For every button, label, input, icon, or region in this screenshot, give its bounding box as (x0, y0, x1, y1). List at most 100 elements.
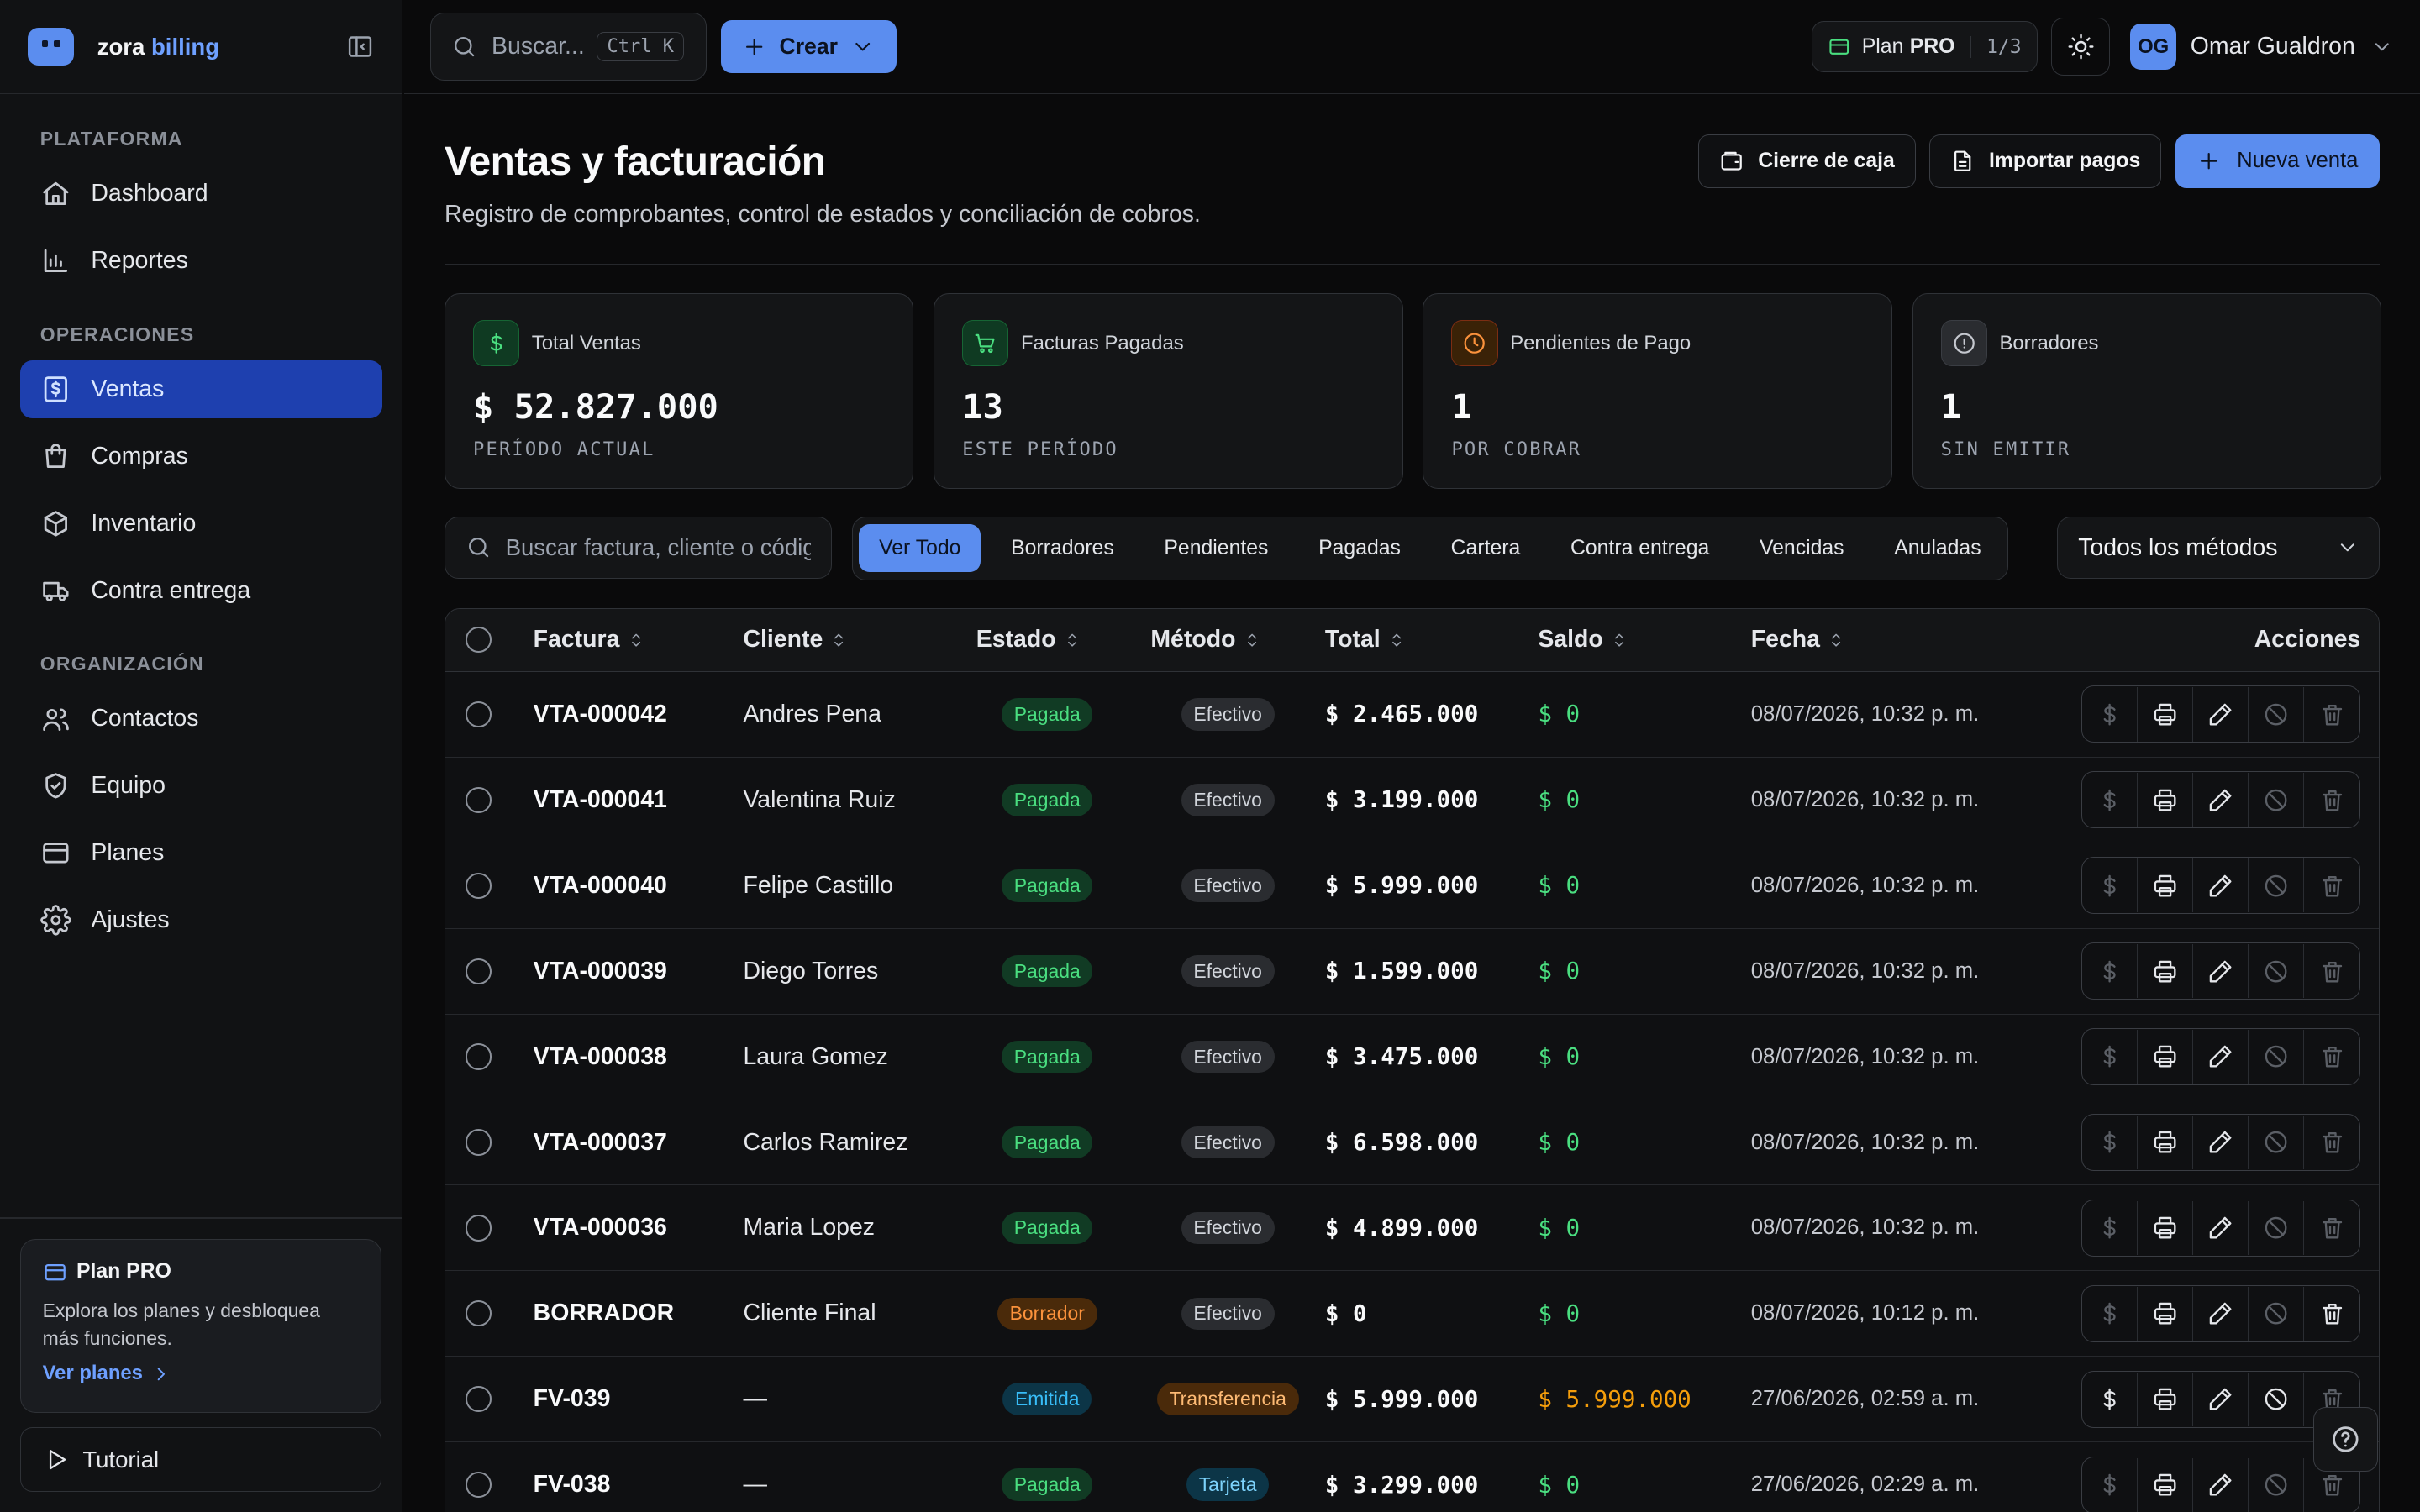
sidebar-item-compras[interactable]: Compras (20, 427, 382, 486)
edit-button[interactable] (2193, 858, 2249, 913)
register-payment-button[interactable] (2082, 1372, 2138, 1426)
print-button[interactable] (2138, 1372, 2193, 1426)
col-total[interactable]: Total (1325, 626, 1538, 654)
row-checkbox[interactable] (465, 1043, 492, 1070)
row-checkbox[interactable] (465, 1300, 492, 1327)
table-row[interactable]: FV-038 — Pagada Tarjeta $ 3.299.000 $ 0 … (445, 1442, 2379, 1512)
table-row[interactable]: BORRADOR Cliente Final Borrador Efectivo… (445, 1271, 2380, 1357)
register-payment-button[interactable] (2082, 944, 2138, 999)
sidebar-item-equipo[interactable]: Equipo (20, 757, 382, 816)
print-button[interactable] (2138, 1200, 2193, 1256)
sidebar-item-ajustes[interactable]: Ajustes (20, 891, 382, 950)
invoice-number[interactable]: VTA-000042 (533, 700, 667, 727)
edit-button[interactable] (2193, 1457, 2249, 1512)
new-sale-button[interactable]: Nueva venta (2175, 134, 2381, 189)
row-checkbox[interactable] (465, 1386, 492, 1413)
void-button[interactable] (2249, 687, 2305, 742)
table-row[interactable]: VTA-000041 Valentina Ruiz Pagada Efectiv… (445, 758, 2380, 843)
invoice-search-input[interactable] (505, 534, 812, 561)
delete-button[interactable] (2304, 687, 2360, 741)
edit-button[interactable] (2193, 687, 2249, 742)
col-cliente[interactable]: Cliente (743, 626, 976, 654)
delete-button[interactable] (2304, 1201, 2360, 1255)
tab-cartera[interactable]: Cartera (1450, 536, 1521, 559)
invoice-search-field[interactable] (444, 517, 832, 579)
row-checkbox[interactable] (465, 786, 492, 813)
delete-button[interactable] (2304, 1458, 2360, 1512)
col-fecha[interactable]: Fecha (1751, 626, 2044, 654)
theme-toggle-button[interactable] (2051, 17, 2111, 76)
register-payment-button[interactable] (2082, 687, 2138, 742)
tab-borradores[interactable]: Borradores (1011, 536, 1114, 559)
table-row[interactable]: VTA-000039 Diego Torres Pagada Efectivo … (445, 929, 2380, 1015)
void-button[interactable] (2249, 944, 2305, 999)
edit-button[interactable] (2193, 1286, 2249, 1341)
delete-button[interactable] (2304, 1287, 2360, 1341)
register-payment-button[interactable] (2082, 1457, 2138, 1512)
table-row[interactable]: VTA-000042 Andres Pena Pagada Efectivo $… (445, 672, 2380, 758)
invoice-number[interactable]: VTA-000039 (533, 957, 667, 984)
cash-close-button[interactable]: Cierre de caja (1698, 134, 1916, 189)
invoice-number[interactable]: VTA-000041 (533, 785, 667, 813)
col-saldo[interactable]: Saldo (1538, 626, 1750, 654)
print-button[interactable] (2138, 1115, 2193, 1170)
table-row[interactable]: VTA-000037 Carlos Ramirez Pagada Efectiv… (445, 1100, 2380, 1186)
table-row[interactable]: VTA-000040 Felipe Castillo Pagada Efecti… (445, 843, 2380, 929)
row-checkbox[interactable] (465, 1129, 492, 1156)
sidebar-item-inventario[interactable]: Inventario (20, 494, 382, 553)
register-payment-button[interactable] (2082, 773, 2138, 827)
delete-button[interactable] (2304, 1030, 2360, 1084)
tutorial-button[interactable]: Tutorial (19, 1426, 381, 1493)
col-estado[interactable]: Estado (976, 626, 1151, 654)
create-button[interactable]: Crear (720, 20, 897, 73)
user-menu[interactable]: OG Omar Gualdron (2130, 23, 2394, 71)
sidebar-item-ventas[interactable]: Ventas (19, 360, 382, 419)
delete-button[interactable] (2304, 858, 2360, 912)
sidebar-item-contra-entrega[interactable]: Contra entrega (20, 561, 382, 620)
print-button[interactable] (2138, 1286, 2193, 1341)
tab-anuladas[interactable]: Anuladas (1894, 536, 1981, 559)
print-button[interactable] (2138, 1457, 2193, 1512)
row-checkbox[interactable] (465, 701, 492, 727)
void-button[interactable] (2249, 1457, 2305, 1512)
select-all-checkbox[interactable] (465, 627, 492, 654)
table-row[interactable]: FV-039 — Emitida Transferencia $ 5.999.0… (445, 1357, 2380, 1443)
edit-button[interactable] (2193, 1115, 2249, 1170)
invoice-number[interactable]: VTA-000037 (533, 1128, 667, 1156)
import-payments-button[interactable]: Importar pagos (1929, 134, 2162, 189)
sidebar-collapse-icon[interactable] (346, 33, 374, 60)
register-payment-button[interactable] (2082, 1286, 2138, 1341)
table-row[interactable]: VTA-000036 Maria Lopez Pagada Efectivo $… (445, 1185, 2380, 1272)
help-button[interactable] (2313, 1407, 2379, 1473)
col-factura[interactable]: Factura (534, 626, 744, 654)
edit-button[interactable] (2193, 773, 2249, 827)
register-payment-button[interactable] (2082, 1029, 2138, 1084)
void-button[interactable] (2249, 1200, 2305, 1256)
register-payment-button[interactable] (2082, 858, 2138, 913)
tab-contra-entrega[interactable]: Contra entrega (1570, 536, 1710, 559)
edit-button[interactable] (2193, 1200, 2249, 1256)
sidebar-item-contactos[interactable]: Contactos (20, 690, 382, 748)
void-button[interactable] (2249, 1029, 2305, 1084)
void-button[interactable] (2249, 858, 2305, 913)
sidebar-item-dashboard[interactable]: Dashboard (20, 165, 382, 223)
row-checkbox[interactable] (465, 958, 492, 984)
col-metodo[interactable]: Método (1150, 626, 1325, 654)
print-button[interactable] (2138, 687, 2193, 742)
tab-vencidas[interactable]: Vencidas (1759, 536, 1844, 559)
sidebar-item-planes[interactable]: Planes (20, 824, 382, 883)
invoice-number[interactable]: BORRADOR (533, 1299, 675, 1327)
delete-button[interactable] (2304, 944, 2360, 998)
edit-button[interactable] (2193, 1372, 2249, 1426)
void-button[interactable] (2249, 773, 2305, 827)
register-payment-button[interactable] (2082, 1200, 2138, 1256)
table-row[interactable]: VTA-000038 Laura Gomez Pagada Efectivo $… (445, 1015, 2380, 1100)
print-button[interactable] (2138, 858, 2193, 913)
sidebar-item-reportes[interactable]: Reportes (20, 232, 382, 291)
plan-badge[interactable]: Plan PRO 1/3 (1812, 21, 2038, 72)
void-button[interactable] (2249, 1372, 2305, 1426)
delete-button[interactable] (2304, 773, 2360, 827)
row-checkbox[interactable] (465, 872, 492, 899)
row-checkbox[interactable] (465, 1472, 492, 1499)
invoice-number[interactable]: FV-038 (533, 1471, 611, 1499)
